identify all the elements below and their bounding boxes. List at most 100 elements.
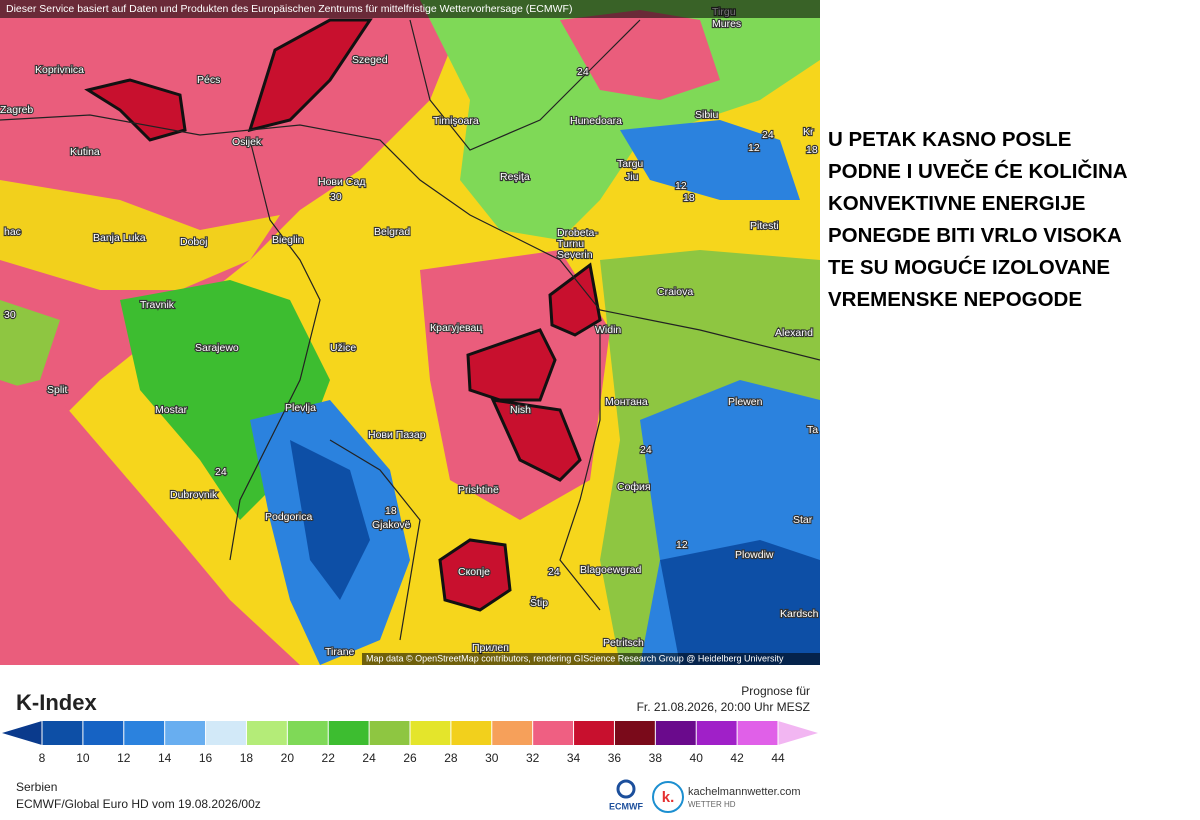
place-label: Osijek <box>232 136 262 148</box>
place-label: 24 <box>577 66 589 78</box>
place-label: Sibiu <box>695 109 719 121</box>
colorbar-tick-label: 40 <box>690 751 704 765</box>
side-line: PONEGDE BITI VRLO VISOKA <box>828 224 1122 247</box>
field-pink-coast <box>0 380 300 665</box>
place-label: Jiu <box>625 171 639 183</box>
place-label: Kardsch <box>780 608 819 620</box>
forecast-time: Fr. 21.08.2026, 20:00 Uhr MESZ <box>637 700 810 714</box>
place-label: Dubrovnik <box>170 489 218 501</box>
region: Serbien <box>16 780 57 794</box>
place-label: Drobeta- <box>557 227 598 239</box>
place-label: 12 <box>675 180 687 192</box>
place-label: 12 <box>748 142 760 154</box>
brand-logo <box>652 781 684 813</box>
place-label: Скопје <box>458 566 490 578</box>
colorbar-arrow <box>778 721 818 745</box>
colorbar-tick-label: 44 <box>771 751 785 765</box>
colorbar-segment <box>123 721 165 745</box>
colorbar-tick-label: 18 <box>240 751 254 765</box>
place-label: Banja Luka <box>93 232 146 244</box>
zone-high <box>438 538 512 612</box>
place-label: 24 <box>640 444 652 456</box>
place-label: Plewen <box>728 396 763 408</box>
colorbar-tick-label: 16 <box>199 751 213 765</box>
place-label: София <box>617 481 651 493</box>
colorbar-segment <box>42 721 83 745</box>
colorbar-tick-label: 36 <box>608 751 622 765</box>
colorbar-tick-label: 8 <box>39 751 46 765</box>
notice-bar <box>0 0 820 18</box>
place-label: Targu <box>617 158 643 170</box>
colorbar-tick-label: 38 <box>649 751 663 765</box>
place-label: Mostar <box>155 404 188 416</box>
borders <box>0 19 820 641</box>
colorbar-tick-label: 42 <box>730 751 744 765</box>
ecmwf-icon <box>616 779 636 799</box>
colorbar-tick-label: 22 <box>322 751 336 765</box>
place-label: 30 <box>330 191 342 203</box>
border <box>559 330 601 611</box>
place-label: 24 <box>548 566 560 578</box>
place-label: Star <box>793 514 813 526</box>
field-darkblue <box>290 440 370 600</box>
place-label: Mures <box>712 18 741 30</box>
place-label: Kutina <box>70 146 100 158</box>
place-label: Prishtinë <box>458 484 499 496</box>
place-label: Sarajewo <box>195 342 239 354</box>
place-label: Turnu <box>557 238 584 250</box>
zone-high <box>466 328 557 402</box>
colorbar-segment <box>246 721 288 745</box>
notice: Dieser Service basiert auf Daten und Pro… <box>6 3 572 15</box>
border <box>229 139 321 561</box>
colorbar-segment <box>328 721 370 745</box>
colorbar-segment <box>655 721 697 745</box>
colorbar-segment <box>573 721 615 745</box>
colorbar-segment <box>491 721 533 745</box>
place-label: Reşiţa <box>500 171 530 183</box>
side-line: KONVEKTIVNE ENERGIJE <box>828 192 1086 215</box>
colorbar-segment <box>205 721 247 745</box>
place-label: Zagreb <box>0 104 33 116</box>
place-label: Крагујевац <box>430 322 482 334</box>
place-label: 18 <box>385 505 397 517</box>
colorbar-segment <box>82 721 124 745</box>
place-label: Koprivnica <box>35 64 84 76</box>
place-label: Craiova <box>657 286 693 298</box>
place-label: Kr <box>803 126 814 138</box>
place-label: Нови Пазар <box>368 429 426 441</box>
place-label: Belgrad <box>374 226 410 238</box>
colorbar-tick-label: 26 <box>403 751 417 765</box>
place-label: Монтана <box>605 396 648 408</box>
place-label: Timişoara <box>433 115 479 127</box>
place-label: Bieglin <box>272 234 304 246</box>
zone-high <box>548 262 602 337</box>
field-green-north <box>420 0 820 240</box>
place-label: Štip <box>530 596 548 609</box>
place-label: 18 <box>683 192 695 204</box>
place-label: Užice <box>330 342 356 354</box>
place-label: 18 <box>806 144 818 156</box>
colorbar-tick-label: 32 <box>526 751 540 765</box>
brand: kachelmannwetter.com <box>688 786 801 798</box>
side-text: U PETAK KASNO POSLE PODNE I UVEČE ĆE KOLI… <box>828 124 1200 316</box>
map: Koprivnica Pécs Szeged Zagreb Kutina Osijek Но… <box>0 0 820 665</box>
place-label: Gjakovë <box>372 519 411 531</box>
border <box>329 439 421 641</box>
place-label: Прилеп <box>472 642 509 654</box>
colorbar-tick-label: 20 <box>281 751 295 765</box>
place-label: Alexand <box>775 327 813 339</box>
field-yellow <box>0 180 280 290</box>
place-label: Hunedoara <box>570 115 622 127</box>
legend: K-Index Prognose für Fr. 21.08.2026, 20:… <box>2 684 818 813</box>
place-label: 12 <box>676 539 688 551</box>
colorbar-tick-label: 12 <box>117 751 131 765</box>
zone-high <box>247 18 373 133</box>
colorbar-segment <box>696 721 738 745</box>
border <box>409 19 641 151</box>
place-label: Pécs <box>197 74 220 86</box>
place-label: Pitesti <box>750 220 779 232</box>
colorbar-tick-label: 28 <box>444 751 458 765</box>
place-label: Podgorica <box>265 511 312 523</box>
brand-sub: WETTER HD <box>688 800 736 809</box>
